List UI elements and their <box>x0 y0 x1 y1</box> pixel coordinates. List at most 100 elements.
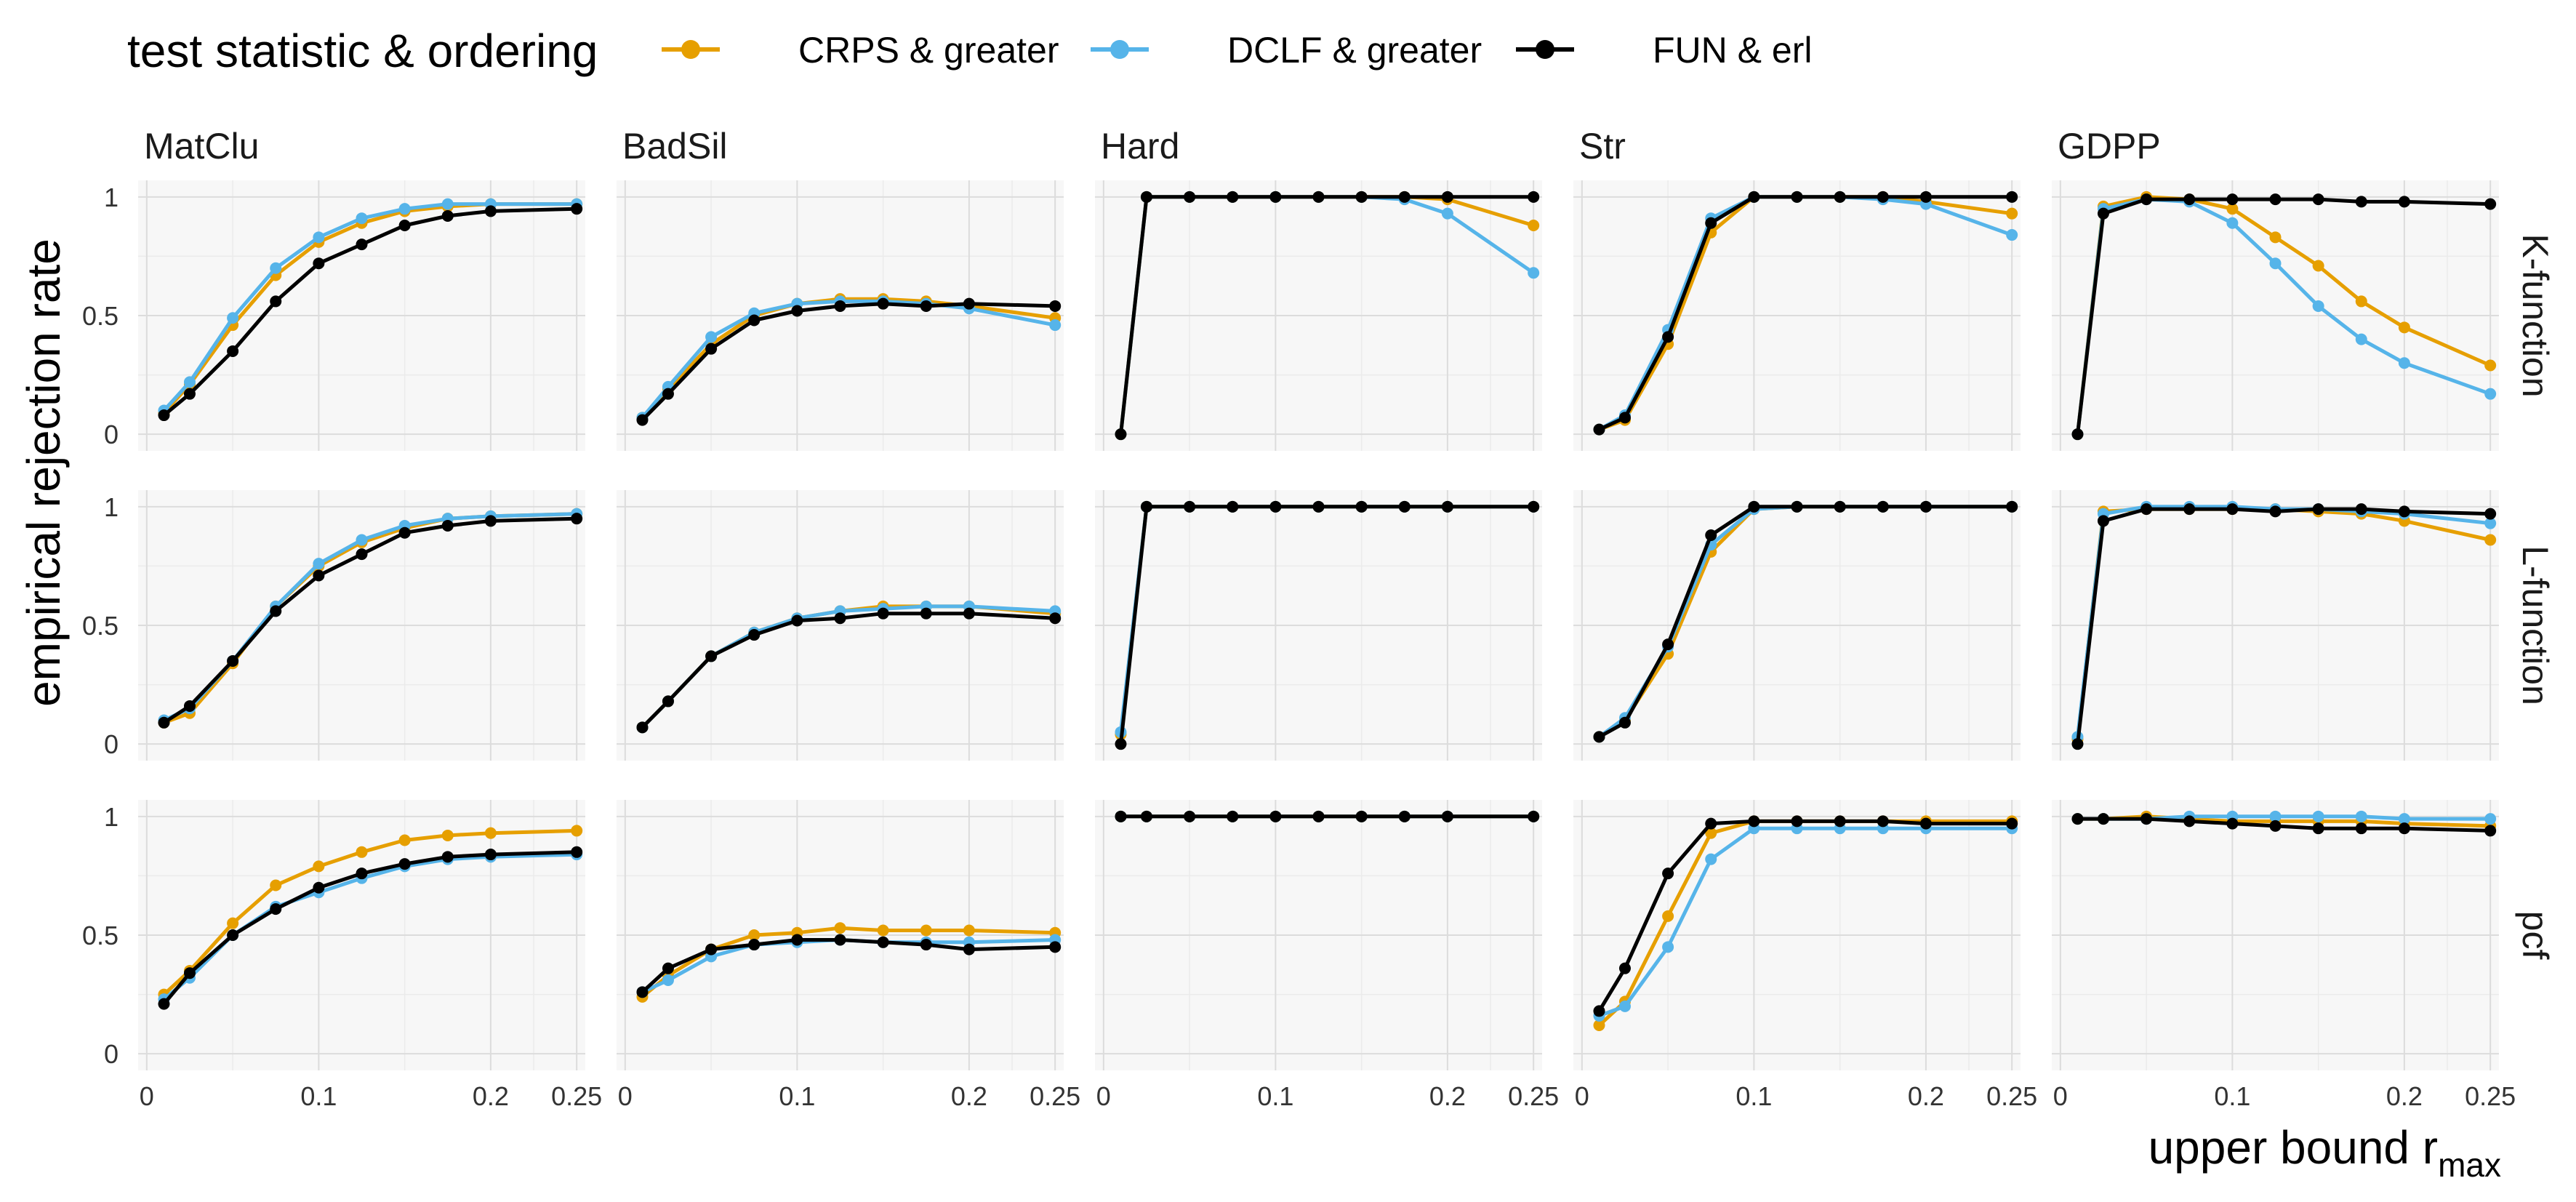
facet-label-gdpp: GDPP <box>2058 126 2161 167</box>
x-tick-label: 0.25 <box>1986 1081 2037 1111</box>
data-point-fun-erl <box>920 607 932 620</box>
panel-gdpp-l-function <box>2052 490 2499 761</box>
data-point-fun-erl <box>1877 815 1889 828</box>
data-point-dclf-greater <box>313 558 325 570</box>
data-point-fun-erl <box>356 239 368 251</box>
data-point-dclf-greater <box>398 203 411 215</box>
data-point-fun-erl <box>636 414 649 426</box>
data-point-fun-erl <box>1618 716 1631 729</box>
data-point-fun-erl <box>2140 193 2153 206</box>
x-axis-title-subscript: max <box>2438 1146 2501 1184</box>
data-point-fun-erl <box>1140 191 1152 203</box>
panel-gdpp-pcf <box>2052 800 2499 1070</box>
data-point-fun-erl <box>183 388 196 400</box>
data-point-fun-erl <box>1269 810 1282 822</box>
data-point-fun-erl <box>2226 503 2239 516</box>
data-point-dclf-greater <box>2312 300 2324 312</box>
data-point-dclf-greater <box>705 331 718 343</box>
data-point-fun-erl <box>1919 817 1932 830</box>
data-point-fun-erl <box>1593 731 1605 743</box>
series-line-crps-greater <box>162 828 577 996</box>
data-point-crps-greater <box>1528 220 1540 231</box>
data-point-dclf-greater <box>2269 810 2282 822</box>
y-tick-label: 0.5 <box>82 921 119 950</box>
data-point-dclf-greater <box>2484 388 2497 400</box>
data-point-fun-erl <box>877 297 889 310</box>
data-point-dclf-greater <box>183 376 196 388</box>
data-point-fun-erl <box>791 934 803 946</box>
panel-badsil-k-function <box>617 180 1064 451</box>
data-point-crps-greater <box>1705 827 1717 839</box>
data-point-fun-erl <box>2183 193 2196 206</box>
data-point-fun-erl <box>1748 500 1760 513</box>
data-point-fun-erl <box>705 650 718 662</box>
data-point-crps-greater <box>2312 260 2324 272</box>
series-line-crps-greater <box>641 926 1056 998</box>
data-point-fun-erl <box>158 716 170 729</box>
panel-str-pcf <box>1573 800 2021 1070</box>
data-point-crps-greater <box>2226 203 2239 215</box>
data-point-fun-erl <box>484 205 497 217</box>
data-point-fun-erl <box>270 295 282 308</box>
data-point-dclf-greater <box>1705 853 1717 865</box>
data-point-fun-erl <box>1398 810 1411 822</box>
data-point-fun-erl <box>1705 817 1717 830</box>
data-point-fun-erl <box>227 929 239 941</box>
data-point-dclf-greater <box>1441 207 1453 220</box>
data-point-dclf-greater <box>2269 257 2282 270</box>
data-point-fun-erl <box>1618 412 1631 424</box>
data-point-fun-erl <box>2097 515 2109 527</box>
data-point-fun-erl <box>158 409 170 422</box>
data-point-fun-erl <box>1919 191 1932 203</box>
data-point-crps-greater <box>2006 207 2018 220</box>
y-tick-label: 0 <box>104 420 119 449</box>
data-point-dclf-greater <box>662 974 674 986</box>
legend: test statistic & ordering CRPS & greater… <box>127 25 1812 77</box>
data-point-fun-erl <box>2355 503 2367 516</box>
data-point-crps-greater <box>313 860 325 873</box>
data-point-fun-erl <box>1140 500 1152 513</box>
data-point-fun-erl <box>920 300 932 312</box>
y-tick-label: 0.5 <box>82 301 119 331</box>
series-line-fun-erl <box>162 207 577 417</box>
data-point-dclf-greater <box>1049 319 1062 332</box>
data-point-fun-erl <box>484 515 497 527</box>
series-line-fun-erl <box>163 516 577 724</box>
data-point-fun-erl <box>571 513 583 525</box>
x-tick-label: 0.25 <box>2465 1081 2516 1111</box>
data-point-fun-erl <box>1227 810 1239 822</box>
data-point-fun-erl <box>2006 500 2018 513</box>
x-tick-label: 0.2 <box>1429 1081 1466 1111</box>
data-point-fun-erl <box>920 939 932 951</box>
data-point-fun-erl <box>1593 1005 1605 1017</box>
data-point-fun-erl <box>1355 810 1368 822</box>
data-point-fun-erl <box>441 519 454 532</box>
data-point-crps-greater <box>227 917 239 929</box>
x-tick-label: 0.25 <box>1030 1081 1080 1111</box>
data-point-fun-erl <box>2071 813 2084 825</box>
data-point-fun-erl <box>1834 191 1846 203</box>
data-point-fun-erl <box>2484 198 2497 210</box>
data-point-fun-erl <box>1618 962 1631 974</box>
data-point-fun-erl <box>2398 196 2410 208</box>
legend-key-point-dclf-greater <box>1110 40 1129 59</box>
panel-matclu-pcf <box>138 800 585 1070</box>
data-point-fun-erl <box>571 203 583 215</box>
data-point-crps-greater <box>963 924 975 937</box>
data-point-fun-erl <box>1748 815 1760 828</box>
data-point-dclf-greater <box>356 534 368 546</box>
data-point-dclf-greater <box>2006 229 2018 241</box>
panel-str-l-function <box>1573 490 2021 761</box>
data-point-fun-erl <box>2312 822 2324 835</box>
data-point-fun-erl <box>2398 822 2410 835</box>
data-point-fun-erl <box>356 548 368 561</box>
data-point-crps-greater <box>270 879 282 892</box>
data-point-crps-greater <box>398 834 411 846</box>
panel-hard-k-function <box>1095 180 1542 451</box>
series-line-fun-erl <box>1597 819 2013 1012</box>
panel-gdpp-k-function <box>2052 180 2499 451</box>
series-line-dclf-greater <box>162 202 577 412</box>
data-point-fun-erl <box>1355 500 1368 513</box>
data-point-dclf-greater <box>2355 333 2367 345</box>
data-point-fun-erl <box>1227 191 1239 203</box>
